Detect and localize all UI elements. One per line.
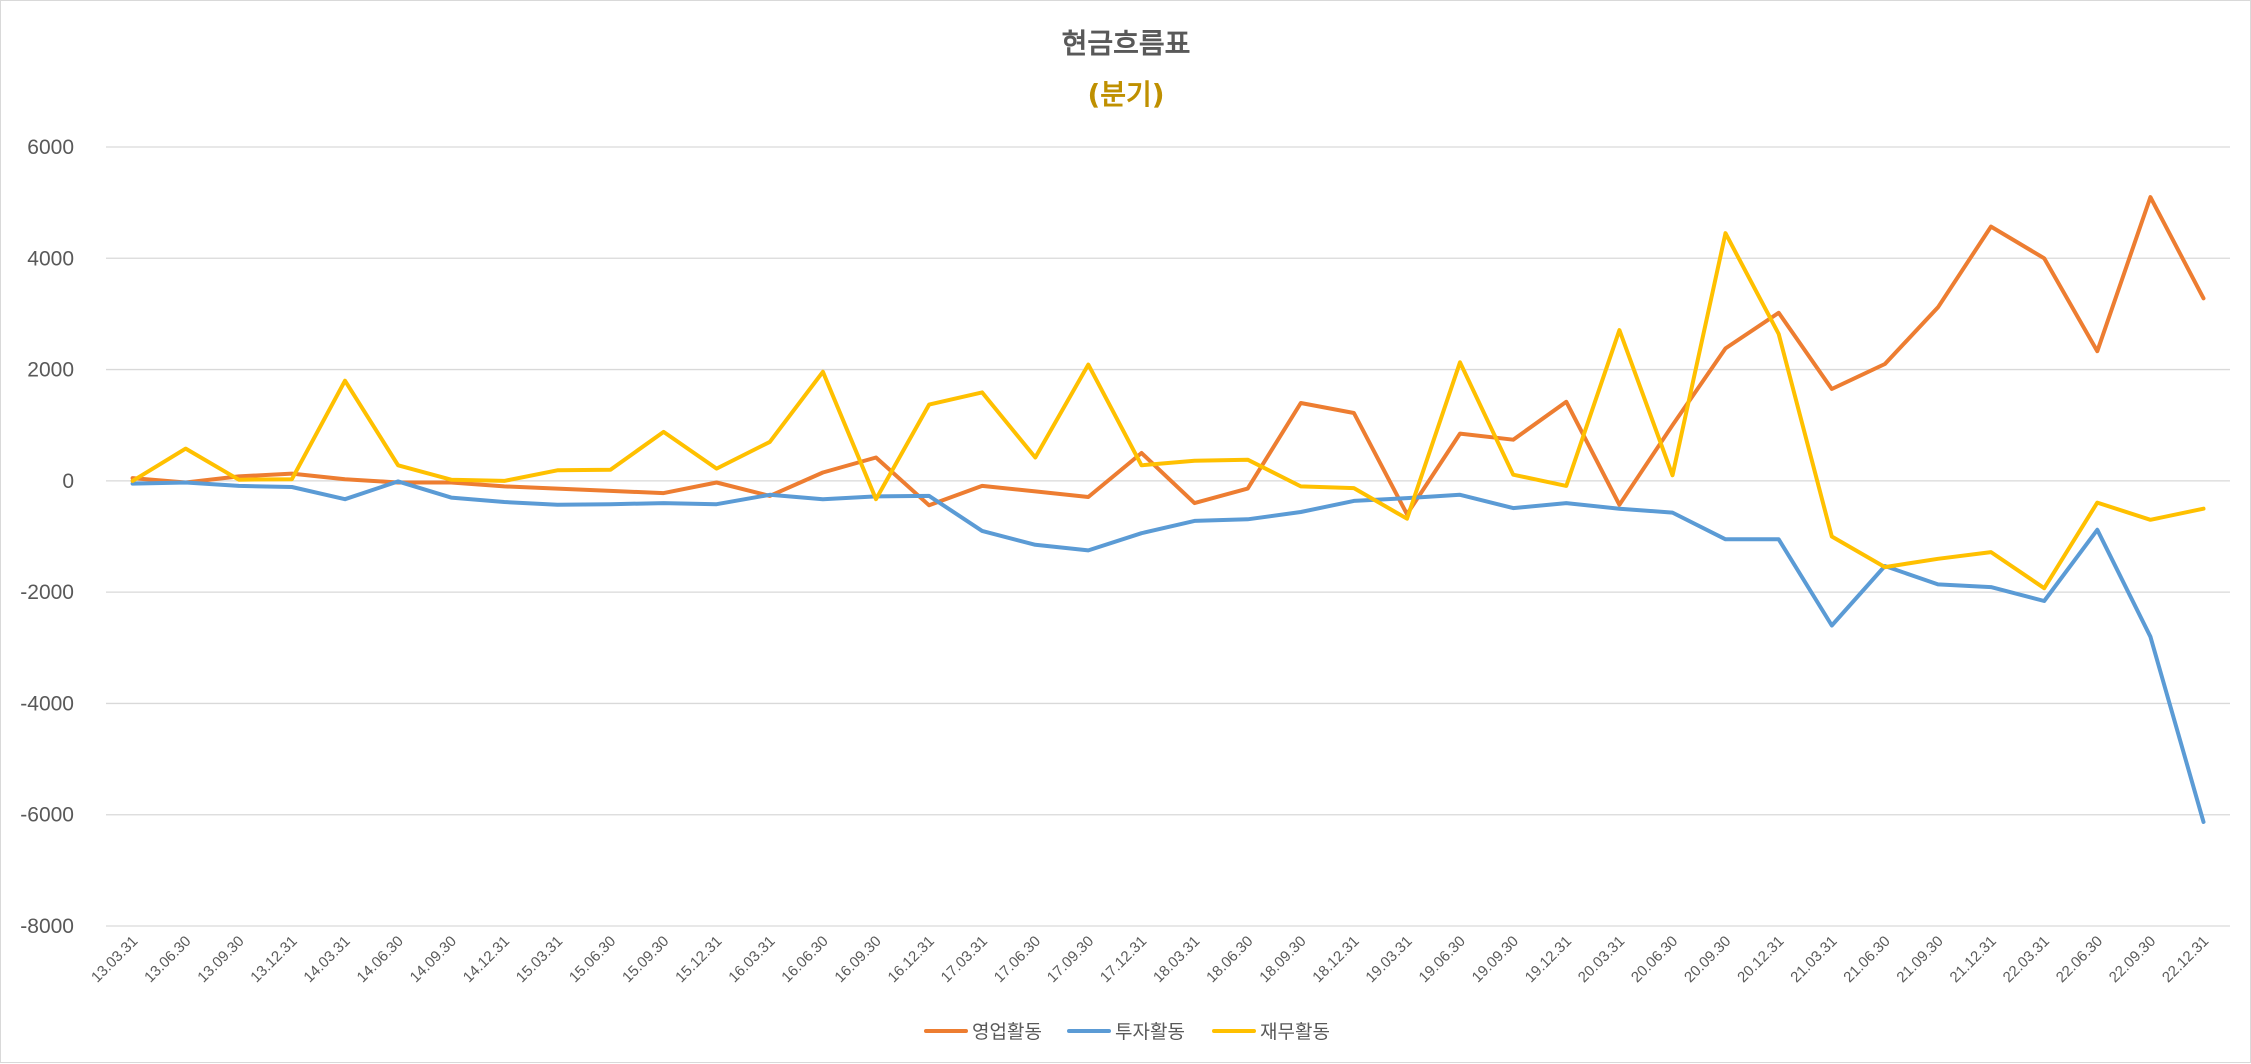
- gridlines: [106, 146, 2230, 927]
- x-tick-label: 14.06.30: [354, 933, 407, 986]
- y-tick-label: 2000: [27, 359, 74, 382]
- x-tick-label: 19.09.30: [1469, 933, 1522, 986]
- x-tick-label: 15.09.30: [619, 933, 672, 986]
- x-tick-label: 15.06.30: [566, 933, 619, 986]
- legend: 영업활동 투자활동 재무활동: [924, 1021, 1330, 1043]
- x-tick-label: 18.06.30: [1203, 933, 1256, 986]
- x-tick-label: 20.03.31: [1575, 933, 1628, 986]
- series-line-2: [130, 479, 2206, 824]
- x-tick-label: 19.06.30: [1416, 933, 1469, 986]
- legend-label: 재무활동: [1260, 1021, 1330, 1043]
- chart-subtitle: (분기): [1087, 78, 1164, 111]
- x-tick-label: 16.12.31: [885, 933, 938, 986]
- x-tick-label: 14.12.31: [460, 933, 513, 986]
- x-tick-label: 13.12.31: [247, 933, 300, 986]
- x-tick-label: 19.03.31: [1362, 933, 1415, 986]
- x-tick-label: 17.06.30: [991, 933, 1044, 986]
- x-tick-label: 14.09.30: [407, 933, 460, 986]
- legend-label: 영업활동: [972, 1021, 1042, 1043]
- y-tick-label: 6000: [27, 136, 74, 159]
- x-tick-label: 18.09.30: [1256, 933, 1309, 986]
- x-tick-label: 13.06.30: [141, 933, 194, 986]
- x-tick-label: 20.09.30: [1681, 933, 1734, 986]
- x-tick-label: 16.09.30: [831, 933, 884, 986]
- x-tick-label: 15.12.31: [672, 933, 725, 986]
- x-tick-label: 14.03.31: [300, 933, 353, 986]
- series-line-3: [130, 231, 2206, 591]
- y-tick-label: -4000: [20, 692, 74, 715]
- x-tick-label: 17.03.31: [938, 933, 991, 986]
- chart-title: 현금흐름표: [1062, 27, 1191, 60]
- series-lines: [130, 195, 2206, 824]
- x-tick-label: 21.06.30: [1840, 933, 1893, 986]
- x-tick-label: 21.09.30: [1893, 933, 1946, 986]
- x-tick-label: 20.06.30: [1628, 933, 1681, 986]
- x-tick-label: 15.03.31: [513, 933, 566, 986]
- x-tick-label: 17.12.31: [1097, 933, 1150, 986]
- x-axis-tick-labels: 13.03.31 13.06.30 13.09.30 13.12.31 14.03.31…: [88, 933, 2212, 986]
- x-tick-label: 22.12.31: [2159, 933, 2212, 986]
- y-tick-label: 0: [62, 470, 74, 493]
- x-tick-label: 17.09.30: [1044, 933, 1097, 986]
- x-tick-label: 19.12.31: [1522, 933, 1575, 986]
- y-tick-label: 4000: [27, 247, 74, 270]
- x-tick-label: 18.12.31: [1309, 933, 1362, 986]
- y-tick-label: -2000: [20, 581, 74, 604]
- y-axis-tick-labels: 6000 4000 2000 0 -2000 -4000 -6000 -8000: [20, 136, 74, 938]
- x-tick-label: 16.03.31: [725, 933, 778, 986]
- x-tick-label: 18.03.31: [1150, 933, 1203, 986]
- y-tick-label: -6000: [20, 804, 74, 827]
- x-tick-label: 22.06.30: [2053, 933, 2106, 986]
- x-tick-label: 13.09.30: [194, 933, 247, 986]
- x-tick-label: 21.03.31: [1787, 933, 1840, 986]
- x-tick-label: 22.03.31: [2000, 933, 2053, 986]
- legend-label: 투자활동: [1115, 1021, 1185, 1043]
- x-tick-label: 21.12.31: [1947, 933, 2000, 986]
- series-line-1: [130, 195, 2206, 517]
- x-tick-label: 16.06.30: [778, 933, 831, 986]
- x-tick-label: 22.09.30: [2106, 933, 2159, 986]
- x-tick-label: 20.12.31: [1734, 933, 1787, 986]
- y-tick-label: -8000: [20, 915, 74, 938]
- x-tick-label: 13.03.31: [88, 933, 141, 986]
